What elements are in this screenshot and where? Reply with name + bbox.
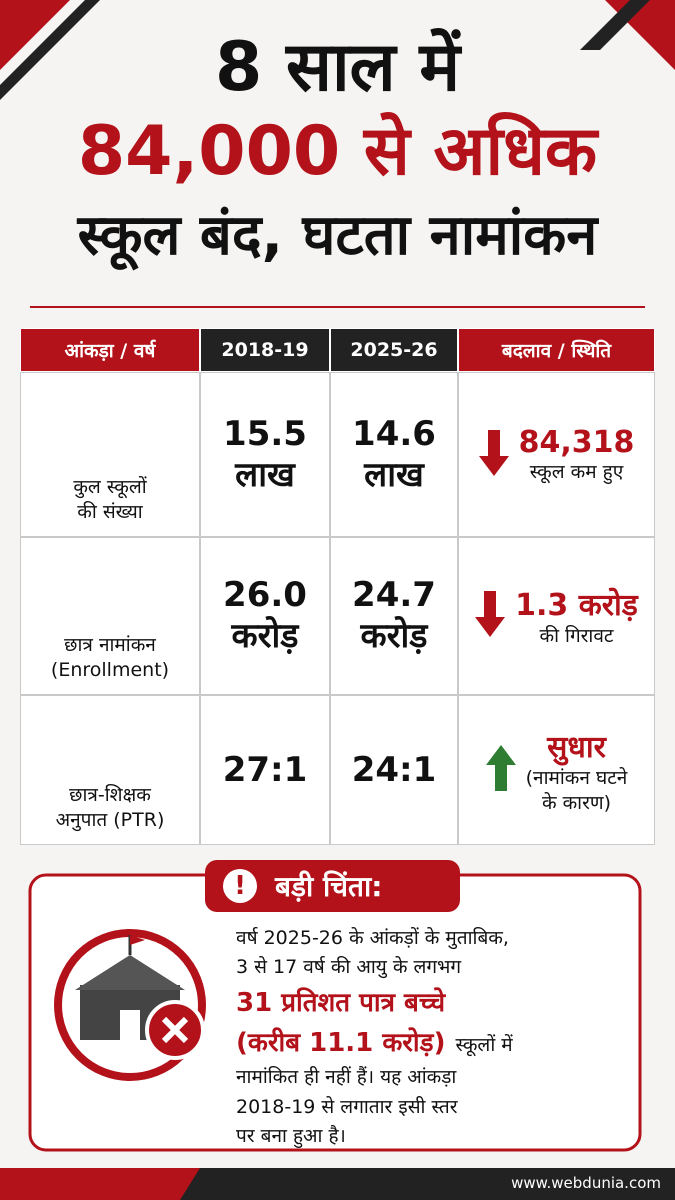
table-cell: 24:1 (330, 695, 458, 845)
value: 24.7 (352, 575, 436, 616)
value: लाख (364, 454, 424, 495)
value: 14.6 (352, 413, 436, 454)
change-value: 1.3 करोड़ (515, 588, 638, 624)
concern-title-box: ! बड़ी चिंता: (205, 860, 460, 912)
title-line: स्कूल बंद, घटता नामांकन (77, 203, 598, 268)
alert-icon: ! (223, 869, 257, 903)
change-note: के कारण) (541, 791, 612, 814)
change: 84,318 स्कूल कम हुए (519, 425, 635, 485)
row-label: (Enrollment) (50, 659, 170, 682)
table-cell: 84,318 स्कूल कम हुए (458, 372, 655, 537)
value: 15.5 (223, 413, 307, 454)
trend-arrow (475, 591, 506, 641)
concern-line: वर्ष 2025-26 के आंकड़ों के मुताबिक, (236, 924, 513, 953)
value: करोड़ (231, 616, 299, 656)
table-cell: 15.5 लाख (200, 372, 330, 537)
table-cell: छात्र-शिक्षक अनुपात (PTR) (20, 695, 200, 845)
table-cell: कुल स्कूलों की संख्या (20, 372, 200, 537)
table-cell: 1.3 करोड़ की गिरावट (458, 537, 655, 695)
column-header: 2018-19 (200, 328, 330, 372)
concern-line: पर बना हुआ है। (236, 1122, 513, 1151)
row-label: अनुपात (PTR) (55, 809, 165, 832)
footer: www.webdunia.com (511, 1174, 661, 1192)
table-cell: छात्र नामांकन (Enrollment) (20, 537, 200, 695)
change-value: 84,318 (518, 424, 635, 460)
value: 26.0 (223, 575, 307, 616)
concern-text: 3 से 17 वर्ष की आयु के लगभग (236, 956, 462, 979)
trend-arrow (485, 745, 516, 795)
concern-line: 3 से 17 वर्ष की आयु के लगभग (236, 953, 513, 982)
value: लाख (235, 454, 295, 495)
value: करोड़ (360, 616, 428, 656)
change-value: सुधार (547, 729, 606, 765)
table-cell: सुधार (नामांकन घटने के कारण) (458, 695, 655, 845)
table-cell: 27:1 (200, 695, 330, 845)
arrow (478, 429, 509, 476)
concern-line: (करीब 11.1 करोड़) स्कूलों में (236, 1023, 513, 1063)
concern-highlight: 31 प्रतिशत पात्र बच्चे (236, 987, 446, 1018)
change-note: (नामांकन घटने (525, 766, 628, 789)
change-note: स्कूल कम हुए (529, 460, 624, 483)
change: सुधार (नामांकन घटने के कारण) (526, 725, 628, 815)
concern-highlight: (करीब 11.1 करोड़) (236, 1028, 446, 1059)
concern-text: नामांकित ही नहीं हैं। यह आंकड़ा (236, 1066, 457, 1089)
row-label: छात्र नामांकन (64, 633, 156, 656)
column-header: 2025-26 (330, 328, 458, 372)
concern-text: स्कूलों में (455, 1034, 513, 1057)
concern-line: 2018-19 से लगातार इसी स्तर (236, 1093, 513, 1122)
title-line: 84,000 से अधिक (77, 112, 598, 191)
row-label: कुल स्कूलों (73, 475, 147, 498)
arrow (475, 591, 506, 637)
change-note: की गिरावट (539, 625, 614, 648)
value: 27:1 (222, 749, 308, 790)
concern-text: वर्ष 2025-26 के आंकड़ों के मुताबिक, 3 से … (236, 924, 513, 1152)
column-header: बदलाव / स्थिति (458, 328, 655, 372)
concern-text: 2018-19 से लगातार इसी स्तर (236, 1095, 458, 1118)
title-line: 8 साल में (214, 28, 460, 107)
change: 1.3 करोड़ की गिरावट (515, 583, 638, 649)
concern-text: वर्ष 2025-26 के आंकड़ों के मुताबिक, (236, 927, 509, 949)
row-label: छात्र-शिक्षक (69, 783, 151, 806)
table-cell: 14.6 लाख (330, 372, 458, 537)
value: 24:1 (351, 749, 437, 790)
trend-arrow (478, 429, 509, 480)
arrow (485, 745, 516, 791)
column-header: आंकड़ा / वर्ष (20, 328, 200, 372)
concern-line: नामांकित ही नहीं हैं। यह आंकड़ा (236, 1063, 513, 1092)
table-cell: 24.7 करोड़ (330, 537, 458, 695)
concern-title: बड़ी चिंता: (275, 870, 383, 903)
table-cell: 26.0 करोड़ (200, 537, 330, 695)
concern-line: 31 प्रतिशत पात्र बच्चे (236, 983, 513, 1023)
concern-text: पर बना हुआ है। (236, 1125, 346, 1148)
row-label: की संख्या (77, 501, 143, 524)
